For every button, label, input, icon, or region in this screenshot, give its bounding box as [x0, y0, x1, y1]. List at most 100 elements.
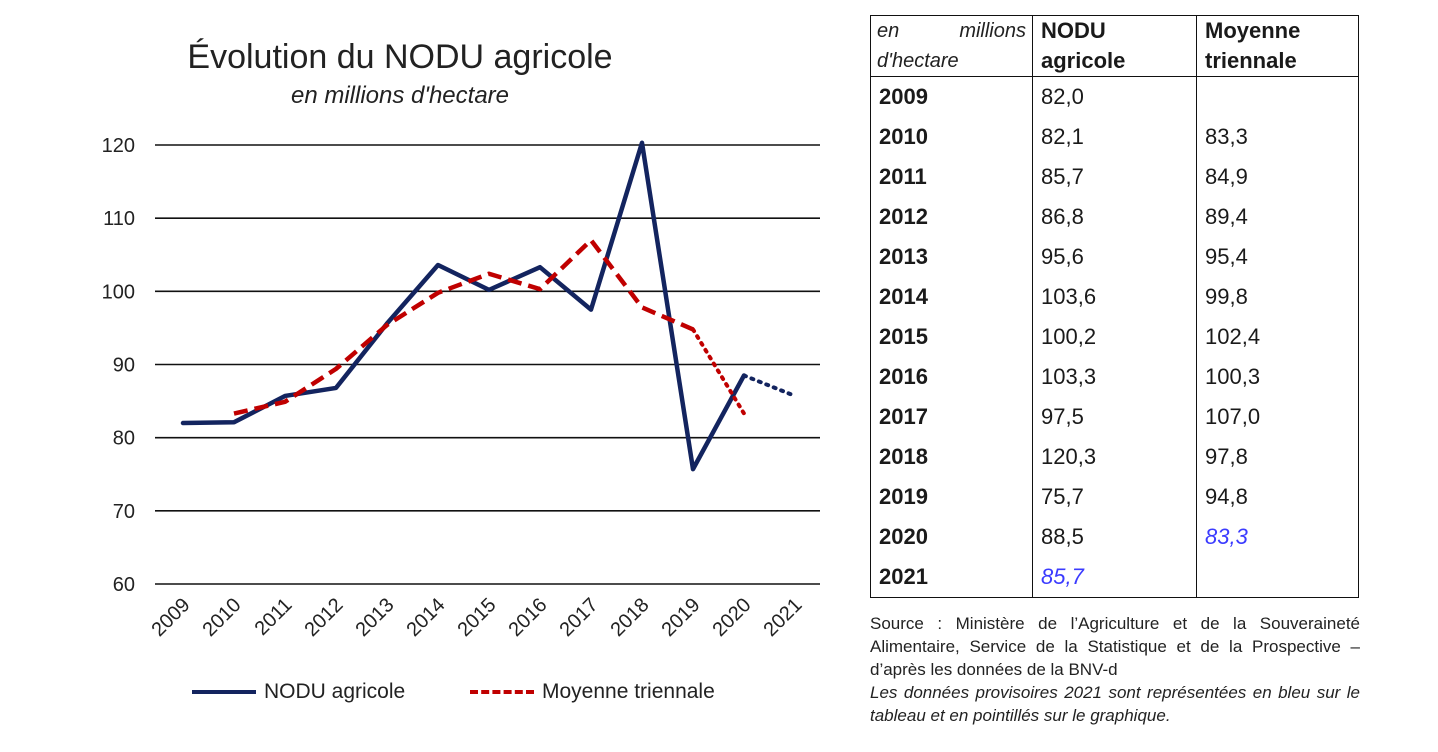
- table-cell-nodu: 120,3: [1032, 437, 1197, 477]
- data-point-moyenne: [283, 400, 287, 404]
- data-point-moyenne: [436, 291, 440, 295]
- table-cell-moyenne: [1196, 76, 1359, 117]
- unit-header: en millions d'hectare: [870, 15, 1033, 77]
- table-cell-year: 2021: [870, 557, 1033, 598]
- source-note: Source : Ministère de l’Agriculture et d…: [870, 612, 1360, 727]
- data-point-nodu: [538, 265, 542, 269]
- data-point-nodu: [793, 394, 797, 398]
- data-point-nodu: [742, 373, 746, 377]
- x-tick-label: 2012: [301, 594, 348, 641]
- x-tick-label: 2021: [760, 594, 807, 641]
- table-cell-year: 2013: [870, 237, 1033, 277]
- x-tick-label: 2011: [251, 594, 297, 640]
- data-point-moyenne: [640, 305, 644, 309]
- table-row: 2013 95,6 95,4: [870, 237, 1359, 277]
- table-row: 2009 82,0: [870, 76, 1359, 117]
- table-cell-year: 2011: [870, 157, 1033, 197]
- data-point-nodu: [181, 421, 185, 425]
- table-cell-nodu: 85,7: [1032, 557, 1197, 598]
- table-row: 2010 82,1 83,3: [870, 117, 1359, 157]
- column-header-nodu: NODU agricole: [1032, 15, 1197, 77]
- table-cell-nodu: 82,0: [1032, 76, 1197, 117]
- table-cell-moyenne: 83,3: [1196, 117, 1359, 157]
- series-line-provisional-moyenne: [691, 327, 746, 416]
- y-tick-label: 90: [113, 355, 135, 377]
- y-tick-label: 110: [103, 208, 135, 230]
- table-cell-nodu: 86,8: [1032, 197, 1197, 237]
- series-line-provisional-nodu: [742, 373, 797, 398]
- table-cell-year: 2015: [870, 317, 1033, 357]
- table-cell-moyenne: 95,4: [1196, 237, 1359, 277]
- x-tick-label: 2014: [403, 594, 450, 641]
- table-cell-year: 2016: [870, 357, 1033, 397]
- x-tick-label: 2013: [352, 594, 399, 641]
- column-header-moyenne: Moyenne triennale: [1196, 15, 1359, 77]
- series-line-moyenne: [233, 237, 694, 416]
- table-cell-moyenne: 97,8: [1196, 437, 1359, 477]
- table-cell-nodu: 103,3: [1032, 357, 1197, 397]
- y-tick-label: 100: [102, 281, 135, 303]
- table-cell-moyenne: 83,3: [1196, 517, 1359, 557]
- data-point-nodu: [487, 288, 491, 292]
- table-row: 2019 75,7 94,8: [870, 477, 1359, 517]
- table-cell-moyenne: 102,4: [1196, 317, 1359, 357]
- data-point-moyenne: [691, 327, 695, 331]
- x-tick-label: 2019: [658, 594, 705, 641]
- table-cell-year: 2009: [870, 76, 1033, 117]
- unit-word-1: en: [877, 20, 900, 42]
- unit-line-2: d'hectare: [877, 50, 959, 72]
- legend-label-moyenne: Moyenne triennale: [542, 680, 715, 703]
- table-row: 2016 103,3 100,3: [870, 357, 1359, 397]
- data-point-nodu: [232, 420, 236, 424]
- data-point-moyenne: [742, 412, 746, 416]
- chart-area: Évolution du NODU agricole en millions d…: [102, 38, 820, 704]
- data-point-moyenne: [487, 272, 491, 276]
- table-cell-nodu: 82,1: [1032, 117, 1197, 157]
- x-tick-label: 2020: [709, 594, 756, 641]
- table-cell-year: 2014: [870, 277, 1033, 317]
- table-cell-year: 2019: [870, 477, 1033, 517]
- table-cell-year: 2020: [870, 517, 1033, 557]
- data-point-nodu: [691, 467, 695, 471]
- table-cell-moyenne: 94,8: [1196, 477, 1359, 517]
- y-tick-label: 70: [113, 501, 135, 523]
- provisional-note: Les données provisoires 2021 sont représ…: [870, 683, 1360, 725]
- unit-word-2: millions: [959, 20, 1026, 42]
- legend-swatch-nodu: [192, 690, 256, 694]
- chart-subtitle: en millions d'hectare: [290, 82, 510, 109]
- data-point-nodu: [436, 263, 440, 267]
- x-tick-label: 2010: [199, 594, 246, 641]
- table-row: 2012 86,8 89,4: [870, 197, 1359, 237]
- legend-item-nodu: NODU agricole: [192, 680, 405, 704]
- legend-label-nodu: NODU agricole: [264, 680, 406, 703]
- data-point-nodu: [640, 141, 644, 145]
- table-cell-moyenne: 107,0: [1196, 397, 1359, 437]
- table-cell-moyenne: 99,8: [1196, 277, 1359, 317]
- data-point-nodu: [589, 308, 593, 312]
- table-cell-year: 2012: [870, 197, 1033, 237]
- data-point-moyenne: [385, 323, 389, 327]
- table-cell-nodu: 103,6: [1032, 277, 1197, 317]
- table-row: 2014 103,6 99,8: [870, 277, 1359, 317]
- table-row: 2017 97,5 107,0: [870, 397, 1359, 437]
- table-cell-year: 2010: [870, 117, 1033, 157]
- table-header-row: en millions d'hectare NODU agricole Moyen…: [870, 15, 1359, 77]
- data-point-moyenne: [538, 287, 542, 291]
- table-row: 2021 85,7: [870, 557, 1359, 598]
- table-cell-moyenne: [1196, 557, 1359, 598]
- table-cell-year: 2017: [870, 397, 1033, 437]
- table-cell-nodu: 95,6: [1032, 237, 1197, 277]
- data-point-nodu: [334, 386, 338, 390]
- table-cell-year: 2018: [870, 437, 1033, 477]
- table-cell-nodu: 100,2: [1032, 317, 1197, 357]
- source-text: Source : Ministère de l’Agriculture et d…: [870, 614, 1360, 679]
- table-cell-moyenne: 84,9: [1196, 157, 1359, 197]
- data-point-nodu: [283, 394, 287, 398]
- y-tick-label: 120: [102, 135, 135, 157]
- x-tick-label: 2017: [556, 594, 603, 641]
- data-point-moyenne: [232, 412, 236, 416]
- table-row: 2020 88,5 83,3: [870, 517, 1359, 557]
- x-tick-label: 2015: [454, 594, 501, 641]
- table-cell-nodu: 75,7: [1032, 477, 1197, 517]
